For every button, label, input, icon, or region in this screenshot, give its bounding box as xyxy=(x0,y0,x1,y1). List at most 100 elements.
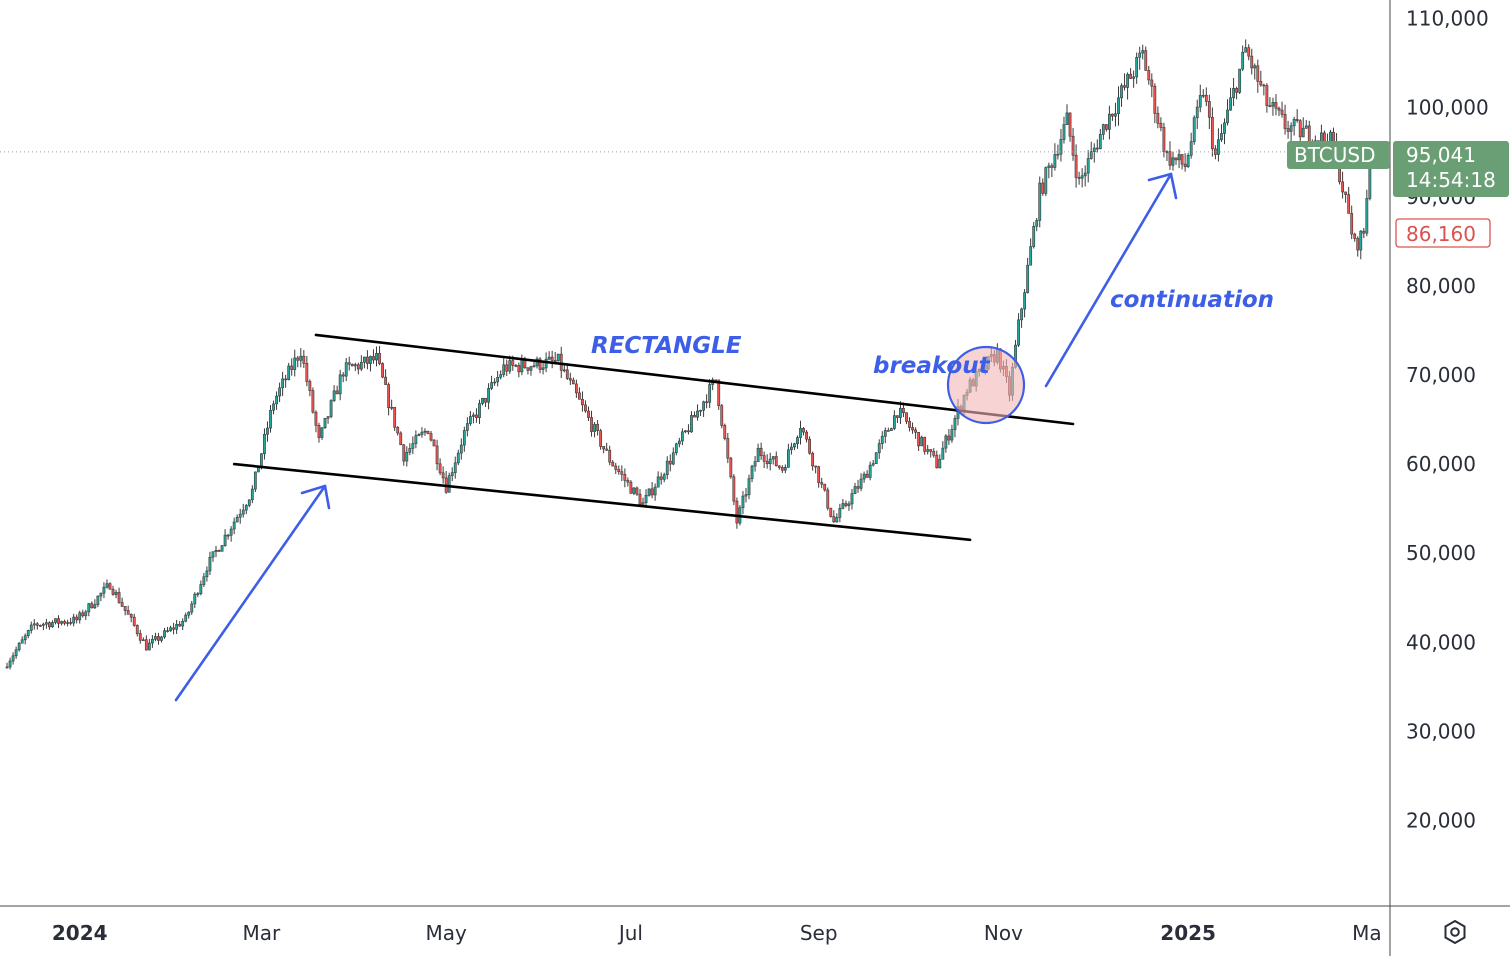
candle xyxy=(665,456,669,480)
candle xyxy=(1192,115,1196,145)
candle xyxy=(687,424,690,435)
candle xyxy=(93,599,97,609)
candle xyxy=(81,609,85,618)
candle xyxy=(157,632,160,645)
candle xyxy=(1271,97,1275,116)
low-price-tag[interactable]: 86,160 xyxy=(1395,218,1491,248)
candle xyxy=(726,433,730,464)
candle xyxy=(811,451,815,471)
candle xyxy=(1289,122,1293,143)
candle xyxy=(783,464,787,474)
candle xyxy=(517,362,521,378)
candle xyxy=(1053,143,1057,171)
candle xyxy=(744,487,748,503)
candle xyxy=(60,620,63,626)
candle xyxy=(1189,132,1193,159)
candle xyxy=(54,618,57,625)
candle xyxy=(90,601,94,609)
candle xyxy=(944,434,948,453)
candle xyxy=(850,488,854,510)
candle xyxy=(378,346,381,366)
candle xyxy=(935,450,939,469)
candle xyxy=(826,487,830,511)
symbol-tag[interactable]: BTCUSD xyxy=(1287,141,1390,169)
candle xyxy=(308,379,312,397)
candle xyxy=(605,442,609,451)
candle xyxy=(317,422,321,443)
candle xyxy=(889,427,893,431)
trendline-rectangle-bottom[interactable] xyxy=(232,462,972,542)
candle xyxy=(574,379,578,398)
candle xyxy=(147,638,151,651)
breakout-circle[interactable] xyxy=(946,345,1026,425)
candle xyxy=(1117,86,1120,126)
candle xyxy=(799,420,802,445)
candle xyxy=(862,471,866,483)
arrow-uptrend-1-shaft[interactable] xyxy=(174,484,327,702)
arrow-uptrend-2-shaft[interactable] xyxy=(1044,172,1173,388)
x-tick-label: Sep xyxy=(800,921,838,945)
trendline-rectangle-top[interactable] xyxy=(314,333,1075,426)
candle xyxy=(150,635,154,648)
candle xyxy=(199,580,203,596)
candle xyxy=(462,426,466,452)
candle xyxy=(366,350,369,370)
candle xyxy=(1183,153,1187,172)
candle xyxy=(917,431,921,451)
candle xyxy=(520,354,524,376)
candle xyxy=(414,430,418,449)
trendlines-layer[interactable] xyxy=(232,333,1075,542)
candle xyxy=(856,479,860,493)
candle xyxy=(441,466,445,484)
y-tick-label: 110,000 xyxy=(1406,7,1489,31)
candle xyxy=(820,477,824,489)
candle xyxy=(393,406,397,431)
candle xyxy=(362,356,366,369)
candle xyxy=(808,436,811,455)
candle xyxy=(263,428,266,460)
candle xyxy=(905,412,908,425)
candle xyxy=(690,411,693,433)
candle xyxy=(1020,307,1023,328)
candle xyxy=(426,430,430,435)
candle xyxy=(777,465,781,470)
candle xyxy=(1108,105,1111,140)
candle xyxy=(78,610,82,624)
candle xyxy=(499,370,503,380)
candle xyxy=(1026,257,1030,294)
candle xyxy=(950,424,954,443)
candle xyxy=(590,410,593,437)
candle xyxy=(526,367,530,375)
arrow-uptrend-1-head[interactable] xyxy=(300,484,331,510)
candle xyxy=(802,427,805,436)
candle xyxy=(1132,70,1136,88)
arrow-uptrend-2-head[interactable] xyxy=(1147,172,1178,200)
candle xyxy=(144,635,148,651)
candle xyxy=(1080,168,1084,188)
candle xyxy=(305,355,309,387)
candle xyxy=(102,582,106,599)
candle xyxy=(1141,44,1145,60)
candle xyxy=(1038,176,1042,228)
candle xyxy=(720,403,724,429)
candle xyxy=(1114,102,1117,127)
candle xyxy=(953,415,957,438)
candle xyxy=(514,363,518,368)
settings-hexagon-icon[interactable] xyxy=(1444,919,1466,945)
candle xyxy=(932,448,936,458)
candle xyxy=(369,355,372,372)
candle xyxy=(48,621,51,630)
candle xyxy=(356,362,360,375)
candle xyxy=(202,572,206,588)
candle xyxy=(896,415,899,424)
candle xyxy=(256,467,260,473)
candle xyxy=(423,428,427,436)
candle xyxy=(326,416,330,424)
candle xyxy=(578,387,581,400)
candle xyxy=(493,378,497,386)
last-price-tag[interactable]: 95,041 14:54:18 xyxy=(1393,141,1509,197)
candle xyxy=(823,483,827,492)
annotation-rectangle: RECTANGLE xyxy=(591,333,742,359)
arrows-layer[interactable] xyxy=(174,172,1178,702)
